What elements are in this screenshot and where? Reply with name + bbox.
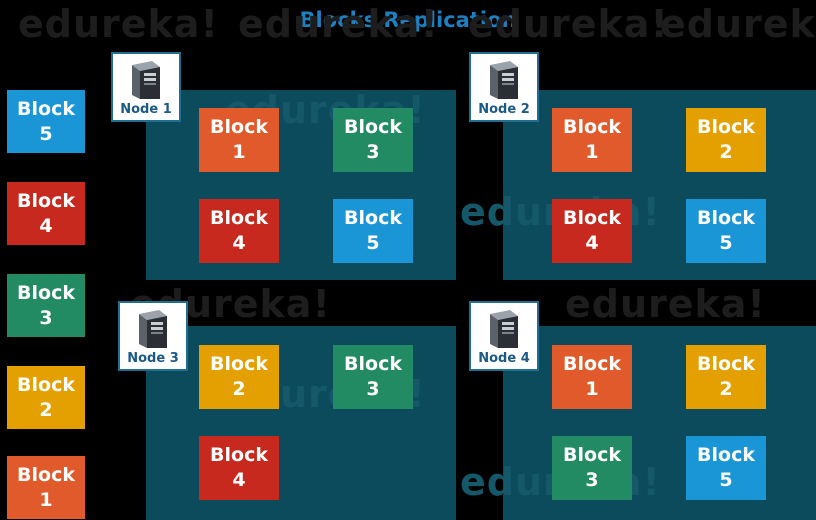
node-4-block-5: Block 5 (686, 436, 766, 500)
node-2-badge: Node 2 (469, 52, 539, 122)
server-icon (139, 310, 167, 348)
block-label: Block (344, 207, 402, 229)
block-label: Block (17, 373, 75, 396)
block-number: 3 (39, 306, 53, 329)
block-number: 5 (39, 122, 53, 145)
server-icon (490, 310, 518, 348)
block-label: Block (697, 207, 755, 229)
block-number: 4 (232, 232, 246, 254)
block-number: 3 (366, 378, 380, 400)
node-2-panel (503, 90, 816, 280)
block-number: 3 (366, 141, 380, 163)
block-number: 2 (232, 378, 246, 400)
node-1-block-3: Block 3 (333, 108, 413, 172)
node-1-block-5: Block 5 (333, 199, 413, 263)
node-label: Node 4 (478, 351, 530, 366)
node-1-block-1: Block 1 (199, 108, 279, 172)
node-3-block-3: Block 3 (333, 345, 413, 409)
block-label: Block (697, 353, 755, 375)
node-label: Node 1 (120, 102, 172, 117)
block-number: 1 (585, 141, 599, 163)
node-3-badge: Node 3 (118, 301, 188, 371)
node-2-block-5: Block 5 (686, 199, 766, 263)
block-number: 5 (366, 232, 380, 254)
block-label: Block (210, 116, 268, 138)
block-label: Block (210, 207, 268, 229)
node-2-block-2: Block 2 (686, 108, 766, 172)
source-block-5: Block 5 (7, 90, 85, 153)
block-label: Block (17, 463, 75, 486)
block-label: Block (210, 444, 268, 466)
node-label: Node 2 (478, 102, 530, 117)
block-number: 4 (39, 214, 53, 237)
block-label: Block (697, 444, 755, 466)
block-number: 2 (719, 378, 733, 400)
block-number: 1 (39, 488, 53, 511)
block-label: Block (344, 353, 402, 375)
server-icon (490, 61, 518, 99)
server-icon (132, 61, 160, 99)
block-number: 1 (585, 378, 599, 400)
block-number: 4 (585, 232, 599, 254)
block-label: Block (17, 189, 75, 212)
source-block-3: Block 3 (7, 274, 85, 337)
node-2-block-1: Block 1 (552, 108, 632, 172)
node-2-block-4: Block 4 (552, 199, 632, 263)
title-text: Blocks Replication (299, 8, 517, 32)
block-number: 4 (232, 469, 246, 491)
node-4-block-3: Block 3 (552, 436, 632, 500)
node-4-panel (503, 326, 816, 520)
block-label: Block (17, 97, 75, 120)
block-number: 5 (719, 232, 733, 254)
node-4-block-2: Block 2 (686, 345, 766, 409)
node-3-block-2: Block 2 (199, 345, 279, 409)
source-block-2: Block 2 (7, 366, 85, 429)
diagram-title: Blocks Replication (0, 8, 816, 32)
block-label: Block (210, 353, 268, 375)
node-1-block-4: Block 4 (199, 199, 279, 263)
node-label: Node 3 (127, 351, 179, 366)
source-block-1: Block 1 (7, 456, 85, 519)
node-4-block-1: Block 1 (552, 345, 632, 409)
block-label: Block (563, 207, 621, 229)
watermark: edureka! (565, 282, 766, 326)
block-label: Block (563, 444, 621, 466)
block-label: Block (697, 116, 755, 138)
block-label: Block (17, 281, 75, 304)
block-label: Block (563, 353, 621, 375)
node-3-block-4: Block 4 (199, 436, 279, 500)
block-number: 1 (232, 141, 246, 163)
node-4-badge: Node 4 (469, 301, 539, 371)
block-number: 5 (719, 469, 733, 491)
block-label: Block (344, 116, 402, 138)
block-number: 2 (39, 398, 53, 421)
block-number: 3 (585, 469, 599, 491)
node-1-badge: Node 1 (111, 52, 181, 122)
source-block-4: Block 4 (7, 182, 85, 245)
block-label: Block (563, 116, 621, 138)
block-number: 2 (719, 141, 733, 163)
